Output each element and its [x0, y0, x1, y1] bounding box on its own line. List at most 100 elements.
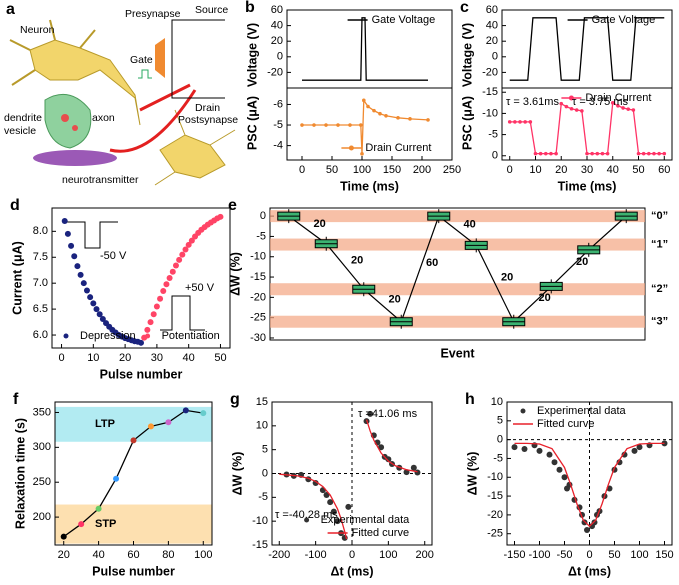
point — [584, 526, 590, 533]
x-tick-label: 50 — [326, 164, 338, 176]
level-label: “2” — [651, 283, 668, 295]
y-tick-label: 60 — [486, 4, 498, 16]
point — [95, 505, 102, 512]
edge-label: 20 — [314, 218, 326, 230]
y-tick-label: 250 — [33, 476, 51, 488]
series-line — [509, 101, 665, 155]
x-tick-label: -50 — [557, 549, 573, 561]
y-tick-label: 6.5 — [33, 303, 48, 315]
y-tick-label: -10 — [250, 251, 266, 263]
y-tick-label: -25 — [250, 312, 266, 324]
y-tick-label: -15 — [252, 539, 268, 551]
point — [543, 151, 548, 156]
x-tick-label: 200 — [413, 164, 431, 176]
annotation: -50 V — [100, 250, 127, 262]
point — [182, 407, 189, 414]
series-line — [509, 17, 665, 81]
y-tick-label: 40 — [486, 20, 498, 32]
edge-label: 20 — [539, 292, 551, 304]
inset-pulse — [62, 221, 118, 249]
legend-label: Experimental data — [537, 405, 627, 417]
point — [384, 113, 388, 118]
label: Postsynapse — [178, 114, 238, 126]
vesicle — [61, 114, 69, 122]
x-tick-label: 0 — [586, 549, 592, 561]
legend-label: Depression — [80, 330, 136, 342]
level-label: “1” — [651, 238, 668, 250]
level-band — [270, 210, 645, 223]
point — [165, 419, 172, 426]
point — [408, 117, 412, 121]
panel-label: e — [228, 197, 237, 214]
series-line — [514, 442, 665, 528]
series-line — [279, 419, 418, 540]
vesicle — [72, 125, 78, 131]
x-axis-label: Δt (ms) — [330, 564, 373, 578]
x-axis-label: Event — [440, 346, 475, 360]
point — [561, 474, 568, 481]
point — [153, 303, 160, 310]
y-tick-label: 7.5 — [33, 251, 48, 263]
y-tick-label: -5 — [258, 491, 268, 503]
x-tick-label: 250 — [443, 164, 461, 176]
edge-label: 60 — [426, 257, 438, 269]
x-tick-label: -150 — [503, 549, 525, 561]
y-tick-label: 0 — [492, 150, 498, 162]
label: Gate — [130, 54, 153, 66]
x-axis-label: Δt (ms) — [568, 564, 611, 578]
point — [513, 120, 517, 124]
point — [636, 444, 643, 451]
y-tick-label: -20 — [250, 291, 266, 303]
y-tick-label: 350 — [33, 406, 51, 418]
point — [362, 98, 366, 103]
x-axis-label: Pulse number — [92, 564, 175, 578]
point — [160, 287, 167, 294]
x-tick-label: 0 — [507, 164, 513, 176]
legend-label: Drain Current — [585, 92, 651, 104]
point — [71, 253, 78, 260]
receptor — [33, 150, 117, 166]
x-tick-label: 150 — [383, 164, 401, 176]
x-tick-label: 40 — [607, 164, 619, 176]
panel-label: h — [465, 391, 475, 408]
point — [546, 451, 553, 458]
y-axis-label: PSC (μA) — [460, 96, 474, 150]
label: Source — [195, 4, 228, 16]
point — [523, 120, 527, 124]
point — [163, 281, 170, 288]
x-tick-label: 50 — [214, 352, 226, 364]
arrow — [109, 89, 197, 153]
legend-label: Experimental data — [321, 514, 411, 526]
point — [348, 123, 352, 127]
y-tick-label: 6.0 — [33, 329, 48, 341]
point — [144, 326, 151, 333]
point — [549, 151, 553, 156]
point — [179, 251, 186, 258]
point — [564, 104, 569, 109]
point — [569, 106, 574, 111]
label: vesicle — [4, 125, 36, 137]
panel-label: c — [460, 0, 469, 16]
point — [410, 464, 417, 471]
x-tick-label: -100 — [528, 549, 550, 561]
annotation: τ = 3.61ms — [506, 96, 559, 108]
y-tick-label: -5 — [493, 452, 503, 464]
point — [147, 423, 154, 430]
point — [556, 466, 563, 473]
y-axis-label: ΔW (%) — [230, 452, 244, 496]
y-tick-label: 5 — [262, 444, 268, 456]
series-line — [302, 17, 428, 81]
y-tick-label: -5 — [488, 128, 498, 140]
x-tick-label: 60 — [658, 164, 670, 176]
arrow — [139, 83, 191, 112]
point — [521, 446, 528, 453]
label: Presynapse — [125, 8, 181, 20]
y-tick-label: -30 — [250, 332, 266, 344]
y-tick-label: -4 — [273, 140, 283, 152]
point — [324, 123, 328, 127]
point — [647, 151, 651, 156]
point — [507, 120, 512, 124]
point — [581, 519, 588, 526]
point — [636, 151, 641, 156]
point — [610, 101, 615, 105]
